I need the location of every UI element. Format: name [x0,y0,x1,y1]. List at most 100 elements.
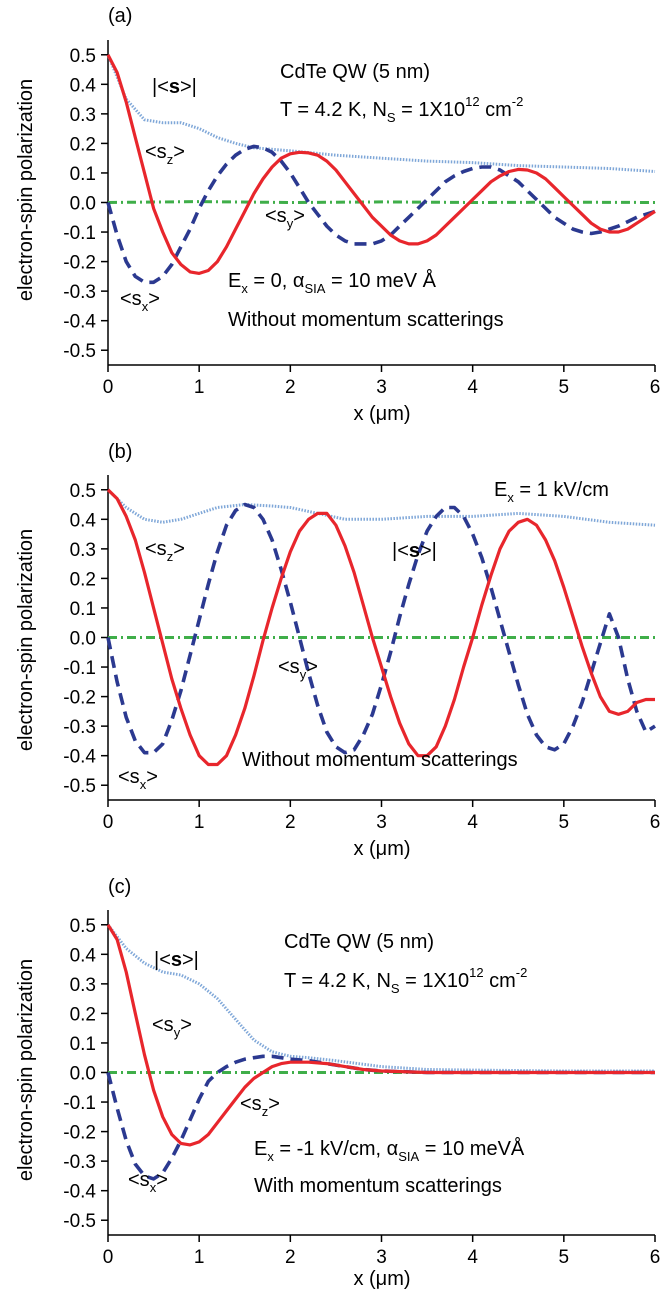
panel-a-ylabel: electron-spin polarization [15,79,37,301]
panel-b: (b) electron-spin polarization x (μm) -0… [15,441,660,860]
y-tick-label: -0.1 [63,1093,96,1114]
x-tick-label: 6 [650,812,661,833]
x-tick-label: 6 [650,1247,661,1268]
panel-c-label-sz: <sz> [240,1093,280,1119]
y-tick-label: 0.2 [70,569,96,590]
x-tick-label: 3 [376,1247,387,1268]
y-tick-label: 0.5 [70,481,96,502]
series-line-sy [107,200,656,204]
y-tick-label: -0.5 [63,776,96,797]
y-tick-label: 0.5 [70,46,96,67]
panel-a-annotation-qw: CdTe QW (5 nm) [280,61,430,83]
x-tick-label: 3 [376,377,387,398]
y-tick-label: 0.0 [70,194,96,215]
panel-b-label-sy: <sy> [278,656,318,682]
x-tick-label: 5 [559,812,570,833]
panel-b-xlabel: x (μm) [353,838,410,860]
x-tick-label: 4 [467,812,478,833]
panel-c-ylabel: electron-spin polarization [15,959,37,1181]
panel-a-label-s-abs: |<s>| [152,76,197,98]
x-tick-label: 0 [103,377,114,398]
panel-a-label-sz: <sz> [145,141,185,167]
x-tick-label: 1 [194,1247,205,1268]
panel-a-xlabel: x (μm) [353,403,410,425]
x-tick-label: 0 [103,1247,114,1268]
panel-a-label-sx: <sx> [120,288,160,314]
panel-c-annotation-scatter: With momentum scatterings [254,1175,502,1197]
x-tick-label: 5 [559,1247,570,1268]
y-tick-label: 0.2 [70,1004,96,1025]
panel-c-annotation-temp: T = 4.2 K, NS = 1X1012 cm-2 [284,965,527,996]
y-tick-label: 0.1 [70,1034,96,1055]
y-tick-label: 0.5 [70,916,96,937]
panel-a-ticks: -0.5 -0.4 -0.3 -0.2 -0.1 0.0 0.1 0.2 0.3 0.4 0.5 0 1… [63,46,660,398]
y-tick-label: 0.2 [70,134,96,155]
panel-a: (a) electron-spin polarization x (μm) -0… [15,5,660,425]
x-tick-label: 4 [467,1247,478,1268]
y-tick-label: -0.3 [63,282,96,303]
panel-c-annotation-field: Ex = -1 kV/cm, αSIA = 10 meVÅ [254,1137,525,1164]
panel-b-label-sz: <sz> [145,538,185,564]
panel-b-ticks: -0.5 -0.4 -0.3 -0.2 -0.1 0.0 0.1 0.2 0.3 0.4 0.5 0 1… [63,481,660,833]
series-line-sx [106,1054,655,1181]
panel-b-label-s-abs: |<s>| [392,540,437,562]
y-tick-label: -0.3 [63,1152,96,1173]
panel-c-label-sy: <sy> [152,1014,192,1040]
x-tick-label: 5 [559,377,570,398]
panel-b-series [106,488,656,767]
x-tick-label: 6 [650,377,661,398]
x-tick-label: 0 [103,812,114,833]
y-tick-label: -0.3 [63,717,96,738]
panel-c: (c) electron-spin polarization x (μm) -0… [15,876,660,1290]
y-tick-label: -0.4 [63,747,96,768]
y-tick-label: 0.4 [70,75,97,96]
y-tick-label: 0.3 [70,105,96,126]
y-tick-label: 0.3 [70,540,96,561]
series-line-s-abs [106,54,656,173]
panel-a-series [106,54,656,285]
series-line-sx [106,502,656,755]
panel-c-annotation-qw: CdTe QW (5 nm) [284,931,434,953]
panel-a-annotation-temp: T = 4.2 K, NS = 1X1012 cm-2 [280,94,523,125]
y-tick-label: 0.0 [70,1064,96,1085]
panel-b-annotation-scatter: Without momentum scatterings [242,749,518,771]
y-tick-label: 0.3 [70,975,96,996]
panel-a-annotation-scatter: Without momentum scatterings [228,309,504,331]
y-tick-label: 0.4 [70,945,97,966]
y-tick-label: -0.1 [63,223,96,244]
panel-c-label: (c) [108,876,131,898]
y-tick-label: -0.2 [63,688,96,709]
panel-a-label: (a) [108,5,132,27]
y-tick-label: 0.1 [70,599,96,620]
panel-c-xlabel: x (μm) [353,1268,410,1290]
x-tick-label: 2 [285,812,296,833]
y-tick-label: 0.4 [70,510,97,531]
panel-c-label-s-abs: |<s>| [154,949,199,971]
x-tick-label: 3 [376,812,387,833]
y-tick-label: -0.2 [63,253,96,274]
x-tick-label: 1 [194,812,205,833]
series-line-sx [106,144,656,285]
panel-b-ylabel: electron-spin polarization [15,529,37,751]
panel-c-label-sx: <sx> [128,1169,168,1195]
series-line-sz [106,54,656,275]
x-tick-label: 2 [285,377,296,398]
x-tick-label: 2 [285,1247,296,1268]
panel-b-label: (b) [108,441,132,463]
series-line-s-abs [106,488,656,527]
y-tick-label: -0.1 [63,658,96,679]
panel-a-label-sy: <sy> [265,205,305,231]
panel-b-annotation-field: Ex = 1 kV/cm [494,479,609,505]
series-line-s-abs [106,923,655,1073]
x-tick-label: 1 [194,377,205,398]
series-line-sz [106,923,655,1147]
y-tick-label: -0.5 [63,341,96,362]
y-tick-label: 0.0 [70,629,96,650]
panel-b-label-sx: <sx> [118,766,158,792]
y-tick-label: -0.4 [63,312,96,333]
series-line-sz [106,488,655,767]
panel-a-annotation-field: Ex = 0, αSIA = 10 meV Å [228,269,437,296]
y-tick-label: -0.5 [63,1211,96,1232]
y-tick-label: -0.2 [63,1123,96,1144]
